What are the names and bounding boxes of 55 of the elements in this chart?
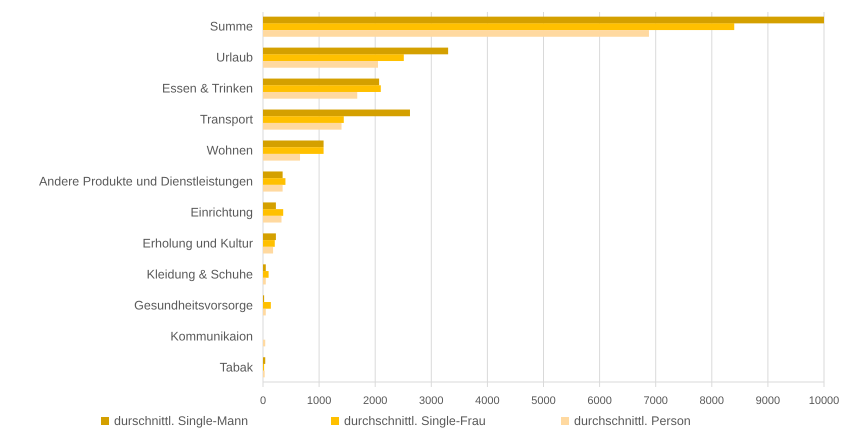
bar: [263, 92, 358, 99]
bar: [263, 54, 404, 62]
bar: [263, 202, 276, 210]
bar: [263, 240, 275, 247]
x-tick-label: 5000: [531, 395, 556, 407]
y-tick-label: Summe: [210, 20, 254, 34]
x-tick-label: 1000: [306, 395, 332, 407]
bar: [263, 216, 282, 223]
bar: [263, 61, 378, 68]
bar: [263, 16, 824, 24]
legend-label: durschnittl. Single-Mann: [114, 414, 248, 428]
bar: [263, 147, 324, 154]
bar: [263, 278, 266, 284]
legend-label: durchschnittl. Single-Frau: [344, 414, 486, 428]
x-tick-label: 4000: [475, 395, 500, 407]
bar: [263, 264, 266, 272]
bar: [263, 178, 286, 185]
bar: [263, 246, 274, 254]
bar: [263, 209, 284, 216]
y-tick-label: Einrichtung: [190, 205, 254, 220]
bar: [263, 23, 734, 30]
legend-label: durchschnittl. Person: [574, 414, 691, 428]
bar: [263, 154, 300, 161]
y-tick-label: Gesundheitsvorsorge: [134, 298, 254, 312]
x-tick-label: 2000: [362, 395, 388, 407]
bar: [263, 271, 269, 278]
bar: [263, 184, 283, 192]
x-tick-label: 8000: [700, 395, 724, 407]
x-tick-label: 3000: [419, 395, 444, 407]
bar: [263, 48, 448, 54]
bar: [263, 116, 344, 123]
y-tick-label: Urlaub: [216, 50, 254, 65]
y-tick-label: Kleidung & Schuhe: [146, 267, 254, 282]
y-tick-label: Kommunikaion: [170, 329, 254, 344]
y-tick-label: Transport: [200, 112, 254, 127]
x-tick-label: 6000: [587, 395, 612, 407]
y-tick-label: Wohnen: [206, 144, 254, 158]
bar: [263, 302, 271, 309]
bar: [263, 110, 410, 116]
bar: [263, 122, 342, 130]
y-tick-label: Essen & Trinken: [162, 82, 254, 96]
bar: [263, 78, 380, 86]
x-tick-label: 0: [260, 395, 266, 407]
x-tick-label: 7000: [643, 395, 668, 407]
bar: [263, 308, 266, 316]
x-tick-label: 10000: [808, 395, 840, 407]
bar: [263, 233, 276, 240]
bar: [263, 85, 381, 92]
bar: [263, 140, 324, 148]
bar: [263, 30, 649, 37]
x-tick-label: 9000: [756, 395, 780, 407]
y-tick-label: Tabak: [220, 360, 254, 374]
y-tick-label: Erholung und Kultur: [142, 236, 253, 250]
y-tick-label: Andere Produkte und Dienstleistungen: [38, 174, 254, 189]
bar: [263, 171, 283, 178]
